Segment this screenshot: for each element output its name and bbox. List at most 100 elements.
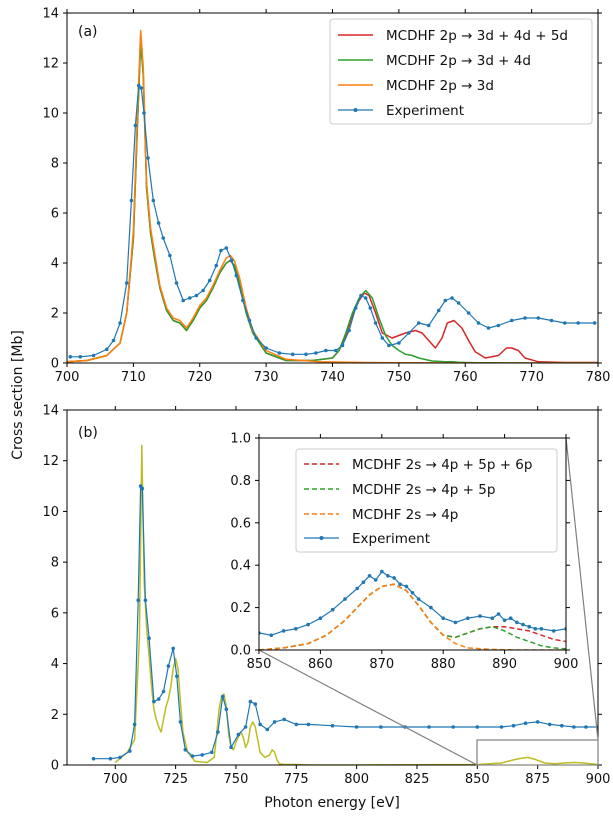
x-axis-label: Photon energy [eV]: [264, 795, 400, 811]
inset-frame: [258, 437, 567, 651]
data-point-a: [214, 263, 219, 268]
legend-a-label-n3: MCDHF 2p → 3d: [386, 78, 494, 94]
data-point-b: [330, 723, 335, 728]
data-point-b: [128, 749, 132, 753]
x-tick-label-b: 750: [224, 772, 249, 787]
data-point-a: [168, 253, 172, 258]
x-tick-label-a: 770: [519, 370, 544, 385]
x-tick-label-a: 780: [586, 370, 611, 385]
legend-a-label-n4: MCDHF 2p → 3d + 4d: [386, 53, 531, 69]
data-point-a: [523, 316, 527, 320]
data-point-inset: [281, 629, 286, 633]
y-tick-label-inset: 0.2: [230, 601, 251, 616]
data-point-b: [143, 598, 148, 602]
data-point-b: [523, 721, 528, 725]
data-point-a: [304, 352, 308, 357]
x-tick-label-a: 730: [254, 370, 279, 385]
data-point-inset: [386, 574, 390, 578]
data-point-inset: [551, 629, 556, 633]
data-point-inset: [392, 576, 396, 580]
data-point-a: [133, 123, 138, 128]
y-tick-label-b: 14: [42, 404, 59, 419]
data-point-a: [314, 351, 318, 355]
data-point-a: [207, 278, 212, 283]
data-point-a: [139, 86, 144, 90]
data-point-a: [241, 298, 245, 303]
data-point-b: [236, 732, 241, 737]
data-point-inset: [343, 597, 347, 601]
series-line-inset-2: [259, 583, 566, 650]
data-point-inset: [453, 620, 458, 625]
data-point-b: [166, 664, 171, 668]
data-point-a: [124, 281, 129, 285]
data-point-a: [136, 83, 141, 88]
y-tick-label-b: 2: [51, 708, 59, 723]
legend-a: MCDHF 2p → 3d + 4d + 5d MCDHF 2p → 3d + …: [329, 18, 593, 125]
data-point-inset: [398, 582, 403, 587]
inset-ticks: 850 860 870 880 890 900 0.0 0.2 0.4 0.6 0.8 1.0: [230, 432, 578, 673]
data-point-b: [220, 694, 225, 699]
panel-a-tag: (a): [78, 24, 98, 40]
y-tick-label-a: 4: [51, 257, 59, 272]
data-point-b: [108, 756, 113, 761]
data-point-inset: [404, 584, 409, 589]
data-point-a: [324, 348, 328, 353]
series-line-b-0: [114, 444, 598, 765]
data-point-b: [427, 725, 431, 729]
data-point-b: [354, 725, 359, 729]
zoom-connector-left: [258, 649, 478, 766]
data-point-inset: [410, 591, 415, 595]
data-point-b: [560, 723, 564, 728]
zoom-region-box: [476, 739, 599, 766]
x-tick-label-b: 725: [163, 772, 188, 787]
data-point-inset: [521, 622, 525, 627]
x-tick-label-a: 740: [320, 370, 345, 385]
y-tick-label-inset: 0.8: [230, 474, 251, 489]
data-point-a: [363, 296, 368, 300]
data-point-b: [547, 722, 552, 727]
x-tick-label-a: 750: [386, 370, 411, 385]
x-tick-label-b: 900: [586, 772, 611, 787]
data-point-b: [248, 699, 253, 704]
data-point-inset: [361, 580, 366, 584]
legend-inset-box: [295, 448, 558, 553]
data-point-a: [509, 318, 514, 323]
x-tick-label-inset: 900: [554, 657, 579, 672]
data-point-a: [443, 298, 448, 303]
legend-inset-swatch-exp-marker: [319, 536, 324, 540]
data-point-b: [161, 689, 166, 694]
data-point-a: [264, 346, 268, 350]
data-point-a: [201, 288, 205, 293]
data-point-a: [161, 236, 165, 240]
legend-a-label-exp: Experiment: [386, 103, 464, 119]
data-point-a: [290, 352, 295, 357]
data-point-b: [584, 725, 588, 729]
data-point-b: [258, 722, 262, 727]
data-point-a: [476, 321, 481, 325]
data-point-a: [277, 351, 282, 355]
data-point-a: [229, 258, 234, 263]
data-point-inset: [380, 569, 384, 574]
inset-series: [259, 569, 566, 650]
y-tick-label-a: 8: [51, 157, 59, 172]
data-point-inset: [515, 620, 519, 625]
data-point-a: [486, 326, 491, 330]
data-point-a: [247, 318, 252, 323]
panel-a: 700 710 720 730 740 750 760 770 780 0 2 4 6 8 10 12 14 (…: [42, 7, 610, 386]
data-point-a: [436, 308, 441, 313]
legend-a-swatch-exp-marker: [353, 108, 358, 112]
data-point-b: [451, 725, 456, 729]
data-point-a: [373, 321, 378, 325]
data-point-inset: [367, 574, 372, 578]
data-point-b: [294, 722, 299, 727]
data-point-b: [118, 755, 122, 760]
legend-a-box: [329, 18, 593, 125]
legend-inset-label-n6: MCDHF 2s → 4p + 5p + 6p: [352, 457, 532, 473]
data-point-inset: [478, 614, 482, 618]
series-line-a-3: [70, 84, 595, 358]
data-point-inset: [496, 612, 501, 616]
x-tick-label-b: 825: [405, 772, 430, 787]
data-point-a: [426, 323, 431, 328]
x-tick-label-inset: 870: [369, 657, 394, 672]
